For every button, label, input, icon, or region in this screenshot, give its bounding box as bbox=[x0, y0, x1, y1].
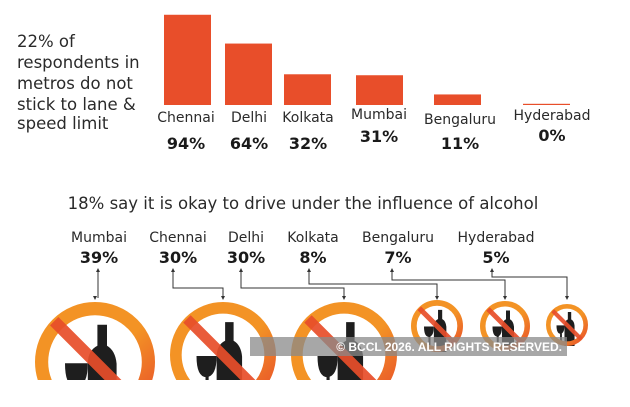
value-label: 64% bbox=[230, 134, 268, 153]
title-line: metros do not bbox=[17, 74, 133, 93]
connector-line bbox=[391, 270, 506, 298]
connector-line bbox=[491, 270, 568, 298]
arrowhead bbox=[490, 268, 569, 300]
chart2-title: 18% say it is okay to drive under the in… bbox=[68, 194, 539, 213]
prohibition-ring bbox=[35, 302, 155, 380]
category-label: Chennai bbox=[149, 230, 206, 246]
value-label: 7% bbox=[384, 248, 411, 267]
value-label: 11% bbox=[441, 134, 479, 153]
category-label: Kolkata bbox=[282, 110, 333, 126]
category-label: Bengaluru bbox=[424, 112, 496, 128]
value-label: 31% bbox=[360, 127, 398, 146]
connector-line bbox=[308, 270, 438, 298]
value-label: 8% bbox=[299, 248, 326, 267]
category-label: Hyderabad bbox=[514, 108, 591, 124]
title-line: speed limit bbox=[17, 114, 109, 133]
value-label: 94% bbox=[167, 134, 205, 153]
bar-chart: Chennai 94% Delhi 64% Kolkata 32% Mumbai 31% Ben… bbox=[157, 14, 591, 153]
connector-line bbox=[240, 270, 345, 298]
value-label: 0% bbox=[538, 126, 565, 145]
bar-hyderabad bbox=[523, 103, 570, 105]
bar-mumbai bbox=[356, 75, 403, 105]
prohibition-slash bbox=[551, 309, 583, 341]
category-label: Hyderabad bbox=[458, 230, 535, 246]
chart1-title: 22% of respondents in metros do not stic… bbox=[17, 32, 140, 133]
value-label: 5% bbox=[482, 248, 509, 267]
connector-line bbox=[172, 270, 224, 298]
no-alcohol-icon bbox=[170, 302, 276, 380]
arrowhead bbox=[93, 268, 100, 300]
glass-icon bbox=[317, 356, 338, 378]
prohibition-slash bbox=[183, 315, 256, 380]
bar-chennai bbox=[164, 14, 211, 105]
category-label: Kolkata bbox=[287, 230, 338, 246]
category-label: Mumbai bbox=[71, 230, 127, 246]
category-label: Bengaluru bbox=[362, 230, 434, 246]
no-alcohol-icon bbox=[291, 302, 397, 380]
bar-bengaluru bbox=[434, 94, 481, 105]
glass-icon bbox=[424, 326, 434, 337]
watermark-band bbox=[250, 337, 567, 356]
no-alcohol-icon bbox=[35, 302, 155, 380]
watermark: © BCCL 2026. ALL RIGHTS RESERVED. bbox=[336, 340, 562, 354]
value-label: 39% bbox=[80, 248, 118, 267]
title-line: 22% of bbox=[17, 32, 76, 51]
title-line: respondents in bbox=[17, 53, 140, 72]
glass-icon bbox=[556, 325, 565, 334]
glass-icon bbox=[196, 356, 217, 378]
glass-icon bbox=[65, 363, 88, 380]
glass-icon bbox=[492, 326, 502, 337]
bar-kolkata bbox=[284, 74, 331, 105]
bar-delhi bbox=[225, 43, 272, 105]
category-label: Mumbai bbox=[351, 107, 407, 123]
category-label: Delhi bbox=[228, 230, 264, 246]
value-label: 30% bbox=[227, 248, 265, 267]
category-label: Chennai bbox=[157, 110, 214, 126]
value-label: 32% bbox=[289, 134, 327, 153]
category-label: Delhi bbox=[231, 110, 267, 126]
prohibition-slash bbox=[49, 316, 122, 380]
title-line: stick to lane & bbox=[17, 95, 136, 114]
pictograph-chart: Mumbai 39% Chennai 30% Delhi 30% Kolkata 8% Beng… bbox=[35, 230, 588, 380]
arrowhead bbox=[171, 268, 225, 300]
value-label: 30% bbox=[159, 248, 197, 267]
